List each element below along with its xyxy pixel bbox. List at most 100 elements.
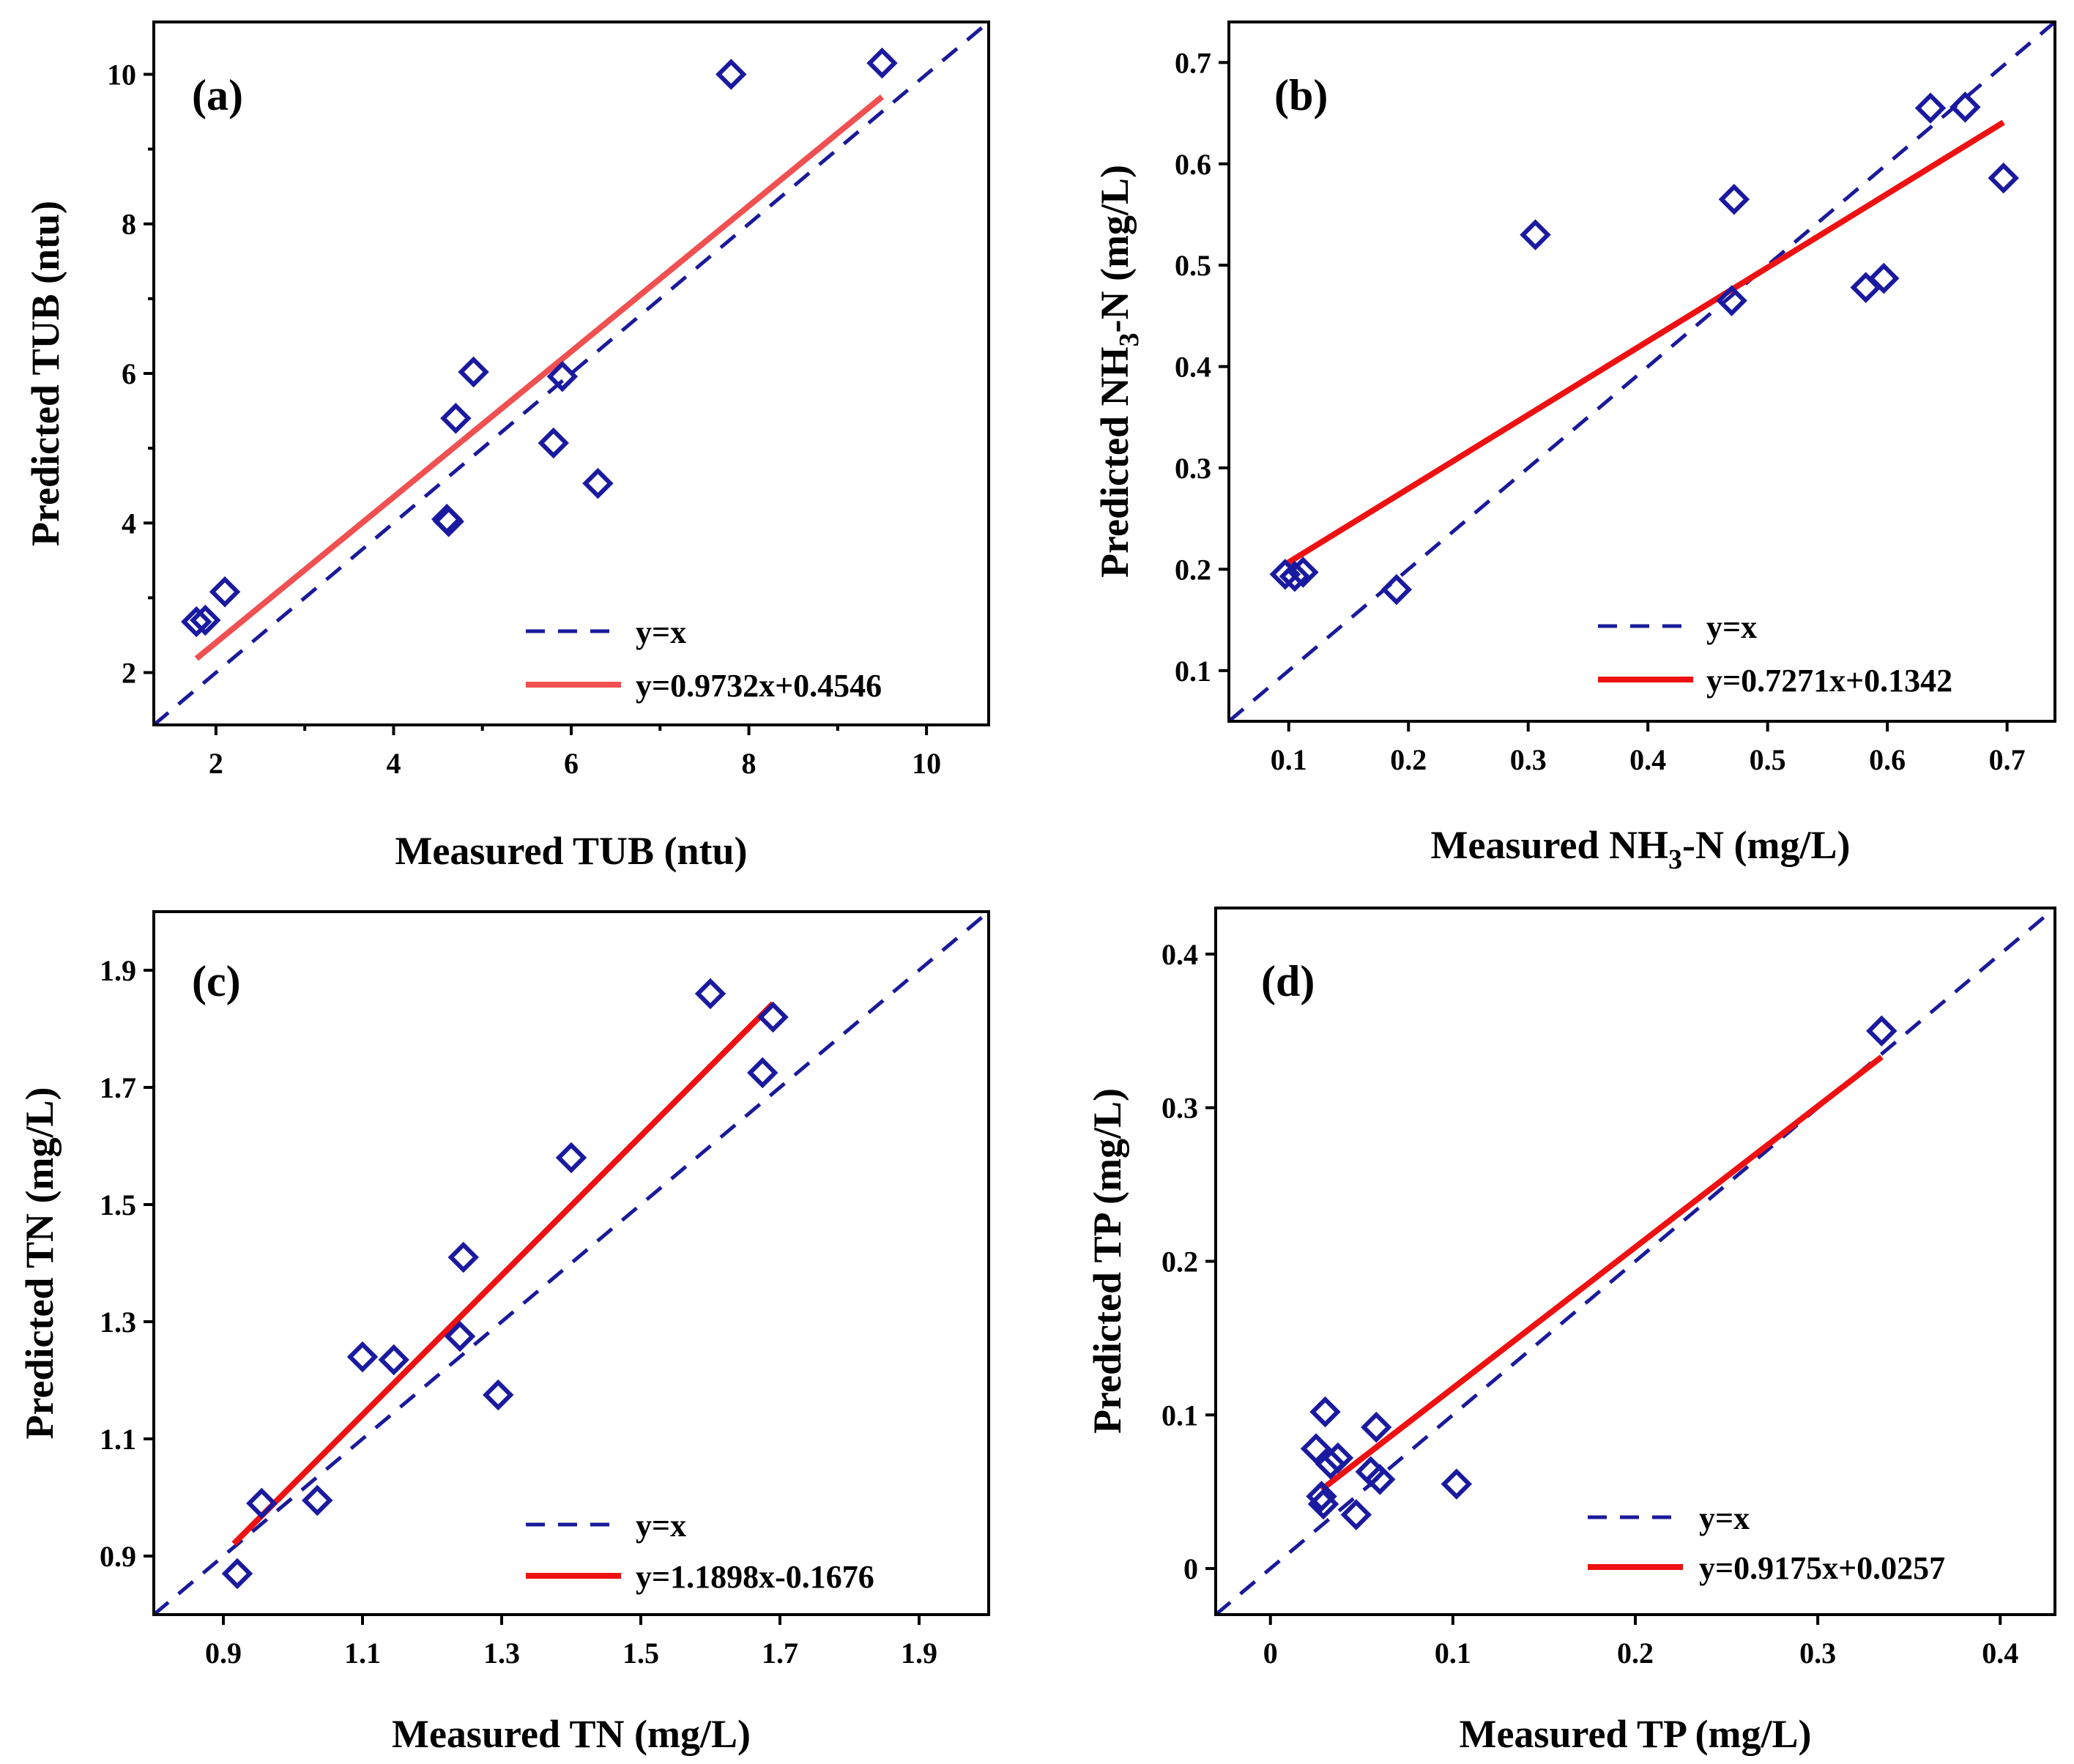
panel-c-y-tick-label: 0.9 [100,1540,136,1573]
panel-c-x-tick-label: 0.9 [205,1637,242,1670]
panel-b-x-tick-label: 0.4 [1629,743,1666,776]
panel-b-x-tick-label: 0.5 [1750,743,1786,776]
panel-c-data-point [747,1057,778,1089]
panel-d-y-tick-label: 0 [1183,1552,1198,1585]
panel-d-data-point [1340,1499,1372,1530]
panel-c-x-tick-label: 1.5 [622,1637,659,1670]
panel-d-data-point [1315,1448,1347,1480]
panel-c-x-axis-title: Measured TN (mg/L) [392,1712,751,1756]
panel-b-y-tick-label: 0.4 [1175,351,1211,384]
panel-b-label: (b) [1274,71,1328,119]
panel-b-data-point [1287,557,1319,588]
panel-d-frame [1214,907,2056,1616]
panel-a-y-tick-label: 4 [122,507,136,540]
panel-a-x-tick-label: 8 [742,747,757,780]
panel-d-legend-ref-label: y=x [1699,1500,1750,1536]
panel-c-data-point [221,1558,253,1590]
panel-b-x-tick-label: 0.7 [1989,743,2026,776]
panel-b-fit-line [1283,119,2005,567]
panel-b-data-point [1279,560,1311,592]
panel-a-data-point [209,576,241,608]
panel-c-x-tick-label: 1.9 [901,1637,937,1670]
panel-d-y-tick-label: 0.3 [1161,1092,1198,1125]
panel-c-data-point [447,1241,479,1273]
panel-b-y-tick-label: 0.2 [1175,553,1211,586]
panel-d-data-point [1322,1442,1354,1474]
panel-d-x-tick-label: 0.4 [1982,1637,2018,1670]
panel-c-legend-ref-label: y=x [636,1508,686,1544]
panel-d-x-tick-label: 0 [1263,1637,1278,1670]
panel-a-data-point [716,59,747,90]
panel-c-fit-line [231,1001,776,1546]
panel-c-x-tick-label: 1.7 [762,1637,798,1670]
panel-b-data-point [1988,162,2019,194]
panel-b-data-point [1380,573,1413,606]
panel-a-x-tick-label: 10 [912,747,941,780]
panel-a-x-axis-title: Measured TUB (ntu) [395,829,747,873]
panel-d-data-point [1364,1464,1396,1495]
panel-a-data-point [180,606,212,638]
panel-a-data-point [546,360,579,392]
panel-b-data-point [1718,183,1750,215]
panel-c-y-tick-label: 1.5 [100,1188,136,1221]
panel-b-x-tick-label: 0.6 [1869,743,1906,776]
panel-b-reference-line-y-equals-x [1229,22,2055,721]
panel-b-data-point [1950,92,1981,123]
panel-d-x-axis-title: Measured TP (mg/L) [1460,1712,1812,1756]
panel-b-data-point [1867,262,1900,294]
panel-c-data-point [555,1142,587,1174]
panel-d: 0 0.1 0.2 0.3 0.4 0 0.1 0.2 0.3 0.4 (d) Measured … [1085,907,2056,1756]
panel-b-data-point [1520,219,1551,250]
panel-c-y-axis-title: Predicted TN (mg/L) [18,1087,62,1440]
panel-c-y-tick-label: 1.9 [100,954,136,987]
panel-d-y-tick-label: 0.2 [1161,1246,1198,1279]
panel-a-data-point [866,47,898,79]
panel-d-fit-line [1320,1054,1884,1492]
panel-b-x-tick-label: 0.2 [1390,743,1427,776]
panel-a-data-point [458,356,489,388]
panel-c-data-point [694,978,726,1010]
panel-c-label: (c) [192,957,241,1005]
panel-a-data-point [433,505,464,537]
panel-d-data-point [1300,1433,1332,1465]
panel-c-y-tick-label: 1.7 [100,1071,136,1104]
panel-d-data-point [1441,1468,1473,1500]
panel-c-data-point [444,1320,476,1352]
panel-b-y-tick-label: 0.7 [1175,46,1211,79]
panel-b-data-point [1716,285,1747,316]
panel-d-y-axis-title: Predicted TP (mg/L) [1085,1088,1129,1434]
panel-c-data-point [757,1001,789,1033]
panel-a: 2 4 6 8 10 2 4 6 8 10 (a) Measured TUB (ntu) Pred… [23,21,990,873]
panel-b-y-tick-label: 0.5 [1175,249,1211,282]
panel-d-x-tick-label: 0.1 [1435,1637,1471,1670]
panel-d-legend-fit-label: y=0.9175x+0.0257 [1699,1550,1945,1586]
panel-c-data-point [246,1487,278,1519]
panel-c-frame [152,910,990,1616]
panel-a-fit-line [194,94,885,661]
panel-a-legend-fit-label: y=0.9732x+0.4546 [636,668,882,704]
panel-a-frame [152,21,990,726]
panel-d-y-tick-label: 0.4 [1161,938,1198,971]
panel-c-y-tick-label: 1.1 [100,1423,136,1456]
panel-c-reference-line-y-equals-x [154,912,989,1615]
panel-a-x-tick-label: 2 [209,747,223,780]
panel-a-data-point [582,467,614,499]
panel-c-data-point [378,1344,409,1376]
panel-d-data-point [1307,1488,1339,1520]
panel-d-data-point [1306,1481,1337,1512]
panel-b-y-tick-label: 0.1 [1175,655,1211,688]
panel-c: 0.9 1.1 1.3 1.5 1.7 1.9 0.9 1.1 1.3 1.5 1.7 1.9 (c)… [18,910,990,1756]
panel-b-legend-ref-label: y=x [1706,609,1757,645]
panel-c-legend-fit-label: y=1.1898x-0.1676 [636,1559,874,1595]
panel-a-data-point [190,604,221,636]
panel-b-x-tick-label: 0.1 [1271,743,1307,776]
panel-a-y-tick-label: 2 [122,657,136,690]
panel-d-reference-line-y-equals-x [1216,908,2055,1615]
panel-c-data-point [483,1379,514,1411]
panel-d-data-point [1866,1015,1898,1047]
panel-a-x-tick-label: 4 [386,747,401,780]
panel-c-x-tick-label: 1.1 [344,1637,381,1670]
panel-b-data-point [1914,92,1947,124]
panel-b-legend-fit-label: y=0.7271x+0.1342 [1706,663,1952,699]
